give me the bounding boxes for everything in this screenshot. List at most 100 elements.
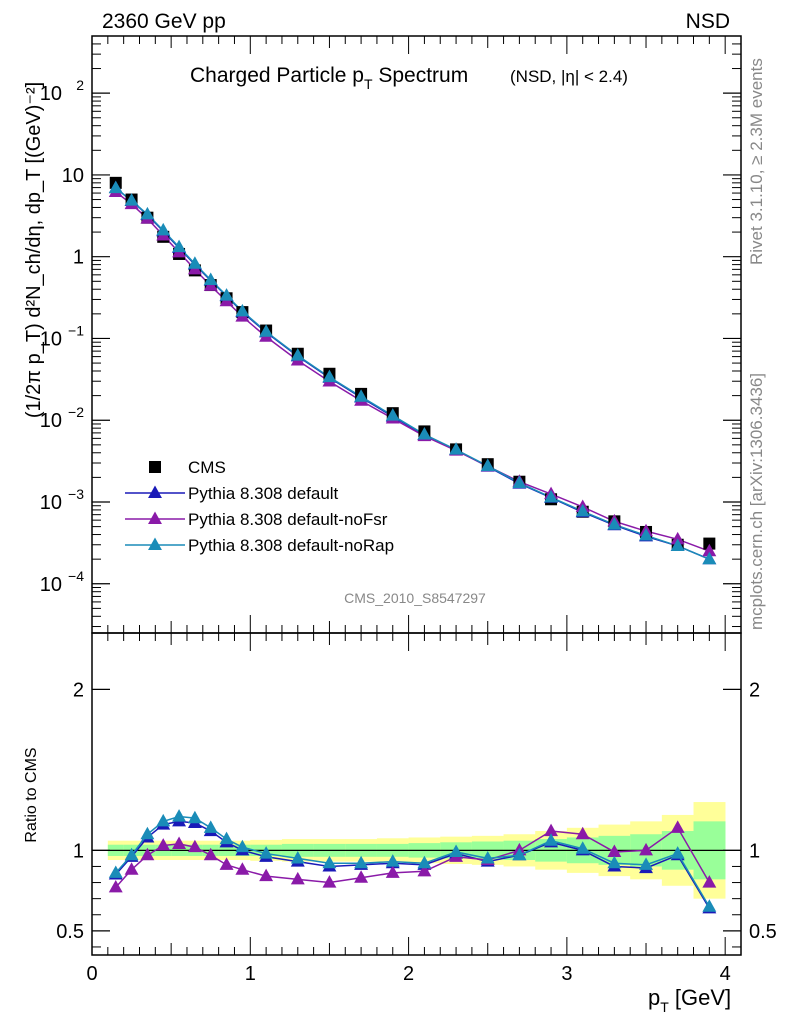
ratio-marker-2 xyxy=(187,810,202,824)
series-marker-3 xyxy=(702,551,717,565)
legend-label: Pythia 8.308 default-noFsr xyxy=(188,510,388,529)
ratio-marker-1 xyxy=(575,826,590,840)
legend-marker-cms xyxy=(149,461,161,473)
ratio-marker-2 xyxy=(417,855,432,869)
series-marker-3 xyxy=(203,272,218,285)
main-y-tick-label: 10 xyxy=(40,410,62,432)
x-axis-label-sub: T xyxy=(660,999,669,1015)
main-y-tick-exponent: −3 xyxy=(68,486,84,502)
ratio-marker-2 xyxy=(259,846,274,859)
ratio-marker-1 xyxy=(670,820,685,833)
ratio-marker-2 xyxy=(219,831,234,845)
ratio-marker-2 xyxy=(108,865,123,878)
legend-marker xyxy=(148,511,162,525)
x-tick-label: 0 xyxy=(86,963,97,985)
series-marker-3 xyxy=(417,427,432,440)
series-marker-3 xyxy=(322,369,337,383)
x-tick-label: 1 xyxy=(245,963,256,985)
main-y-tick-label: 10 xyxy=(62,165,84,187)
series-marker-3 xyxy=(544,489,559,503)
title-sub: T xyxy=(364,76,373,92)
ratio-marker-2 xyxy=(140,826,155,840)
series-marker-3 xyxy=(140,206,155,220)
series-marker-3 xyxy=(259,324,274,337)
ratio-marker-1 xyxy=(203,847,218,861)
cms-data-point xyxy=(703,537,716,550)
mcplots-label: mcplots.cern.ch [arXiv:1306.3436] xyxy=(747,373,766,630)
ratio-marker-2 xyxy=(702,899,717,912)
ratio-marker-2 xyxy=(235,839,250,853)
ratio-marker-2 xyxy=(670,846,685,859)
title-tail: Spectrum xyxy=(373,64,469,87)
main-y-tick-exponent: −1 xyxy=(68,322,84,338)
ratio-marker-2 xyxy=(172,809,187,822)
main-y-tick-label: 1 xyxy=(73,247,84,269)
series-marker-2 xyxy=(670,531,685,545)
ratio-y-tick-label: 0.5 xyxy=(56,921,84,943)
series-marker-3 xyxy=(290,348,305,361)
series-marker-3 xyxy=(108,180,123,194)
ratio-marker-2 xyxy=(354,855,369,869)
ratio-marker-2 xyxy=(322,855,337,869)
ratio-series-group xyxy=(108,809,717,914)
ratio-marker-1 xyxy=(322,875,337,888)
ratio-marker-2 xyxy=(156,813,171,827)
ratio-marker-1 xyxy=(219,857,234,870)
series-marker-3 xyxy=(607,517,622,530)
ratio-marker-1 xyxy=(140,847,155,861)
header-left-label: 2360 GeV pp xyxy=(102,10,226,33)
series-marker-3 xyxy=(354,389,369,402)
ratio-axes: 0 1 2 3 4 0.5 0.5 1 1 2 2 xyxy=(56,633,777,985)
legend-marker xyxy=(148,537,162,551)
series-marker-3 xyxy=(172,239,187,253)
ratio-marker-1 xyxy=(156,838,171,851)
main-y-tick-label: 10 xyxy=(40,83,62,105)
ratio-y-tick-label-right: 0.5 xyxy=(749,921,777,943)
ratio-marker-1 xyxy=(354,870,369,883)
main-y-tick-exponent: −4 xyxy=(68,568,84,584)
ratio-marker-2 xyxy=(575,841,590,854)
main-y-tick-label: 10 xyxy=(40,328,62,350)
ratio-marker-1 xyxy=(702,875,717,888)
legend: CMS Pythia 8.308 default Pythia 8.308 defa… xyxy=(125,458,394,555)
series-marker-3 xyxy=(156,222,171,236)
series-marker-3 xyxy=(449,442,464,455)
title-main: Charged Particle p xyxy=(190,64,364,87)
x-axis-label-tail: [GeV] xyxy=(669,985,731,1010)
x-axis-label: pT [GeV] xyxy=(648,985,731,1015)
main-y-tick-label: 10 xyxy=(40,492,62,514)
series-line-3 xyxy=(115,187,710,560)
x-tick-label: 3 xyxy=(561,963,572,985)
header-right-label: NSD xyxy=(686,10,730,33)
legend-marker xyxy=(148,485,162,499)
ratio-marker-1 xyxy=(607,844,622,857)
ratio-marker-2 xyxy=(449,844,464,857)
ratio-marker-2 xyxy=(124,847,139,861)
series-marker-3 xyxy=(235,303,250,317)
series-marker-3 xyxy=(187,256,202,269)
legend-label: Pythia 8.308 default xyxy=(188,484,339,503)
ratio-marker-2 xyxy=(544,833,559,846)
series-marker-3 xyxy=(124,193,139,206)
main-y-axis-label: (1/2π p_T) d²N_ch/dη, dp_T [(GeV)⁻²] xyxy=(23,82,45,418)
ratio-marker-2 xyxy=(607,855,622,869)
ratio-y-tick-label-right: 1 xyxy=(749,840,760,862)
ratio-marker-1 xyxy=(259,868,274,882)
ratio-marker-1 xyxy=(172,836,187,849)
series-line-1 xyxy=(115,187,710,560)
ratio-y-tick-label-right: 2 xyxy=(749,679,760,701)
series-marker-3 xyxy=(480,458,495,471)
series-marker-2 xyxy=(702,543,717,557)
main-axes: 10 2 10 1 10 −1 10 −2 10 −3 10 −4 xyxy=(40,35,741,633)
series-marker-3 xyxy=(385,408,400,421)
ratio-marker-2 xyxy=(203,820,218,833)
ratio-marker-1 xyxy=(235,862,250,875)
ratio-y-tick-label: 1 xyxy=(73,840,84,862)
x-tick-label: 2 xyxy=(403,963,414,985)
main-y-tick-exponent: −2 xyxy=(68,404,84,420)
ratio-marker-1 xyxy=(639,842,653,856)
main-y-tick-label: 10 xyxy=(40,574,62,596)
watermark-label: CMS_2010_S8547297 xyxy=(344,590,486,606)
title-extra: (NSD, |η| < 2.4) xyxy=(510,67,628,86)
